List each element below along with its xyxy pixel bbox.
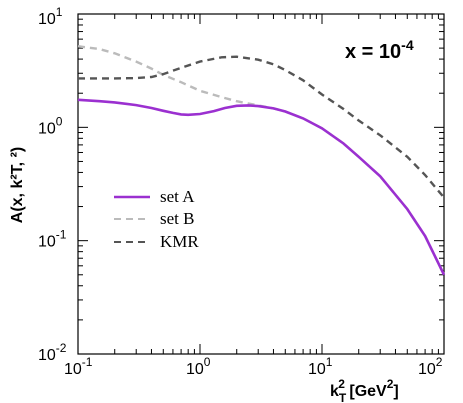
x-tick-label: 101: [308, 355, 333, 378]
series-line-kmr: [78, 55, 445, 199]
x-tick-label: 10-1: [64, 355, 93, 378]
x-tick-label: 100: [186, 355, 211, 378]
panel-annotation: x = 10-4: [345, 37, 414, 63]
legend-label-set-a: set A: [160, 187, 195, 206]
x-tick-label: 102: [418, 355, 443, 378]
y-tick-label: 100: [38, 114, 63, 137]
y-tick-label: 10-1: [38, 228, 67, 251]
legend-label-set-b: set B: [160, 209, 194, 228]
y-tick-label: 101: [38, 5, 63, 28]
legend: set A set B KMR: [114, 187, 199, 251]
y-tick-label: 10-2: [38, 341, 67, 364]
plot-frame: [77, 13, 445, 355]
legend-label-kmr: KMR: [160, 232, 199, 251]
series-line-set-b: [77, 45, 446, 276]
x-axis-title: kT2 [GeV2]: [330, 377, 399, 403]
series-line-set-a: [77, 98, 446, 276]
series-lines: [77, 45, 446, 276]
axis-ticks: [77, 14, 444, 355]
y-axis-title: A(x, k²T, ²): [9, 147, 26, 223]
